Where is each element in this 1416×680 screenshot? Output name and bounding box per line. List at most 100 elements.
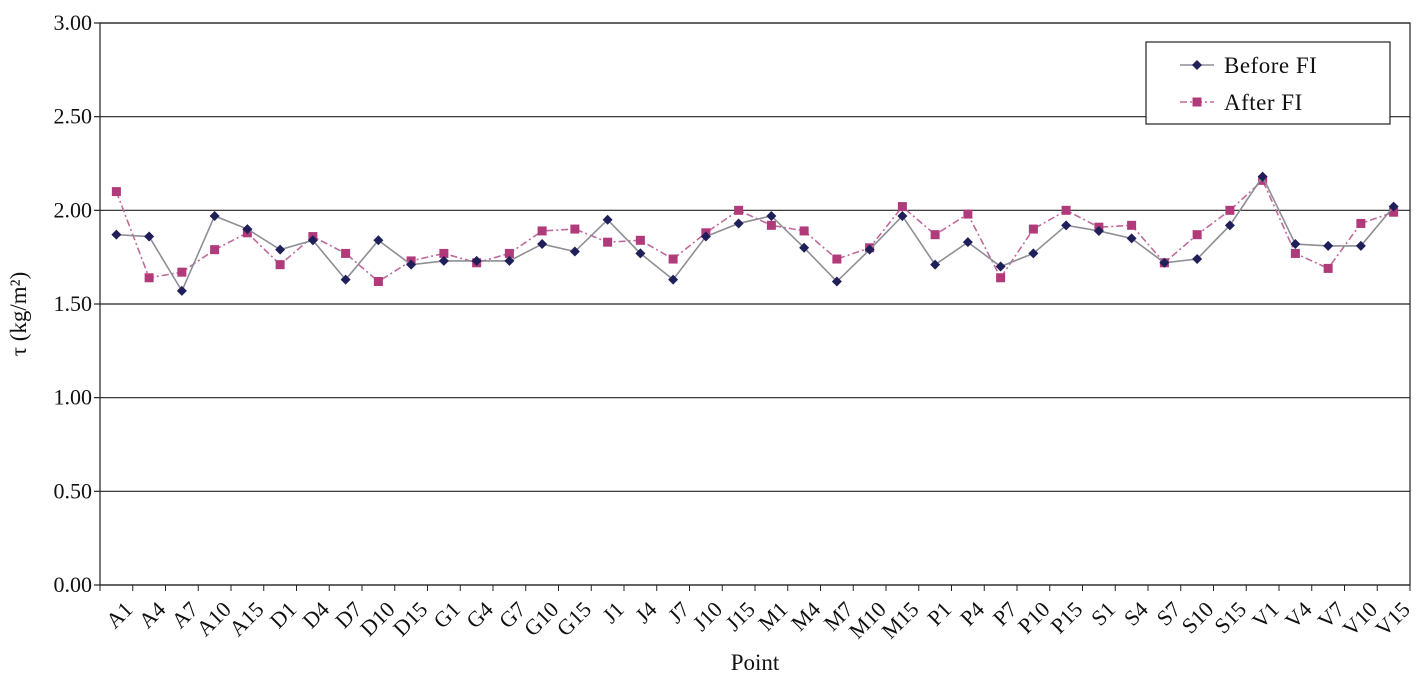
data-point-diamond: [635, 248, 646, 259]
data-point-diamond: [1126, 233, 1137, 244]
data-point-square: [210, 245, 220, 255]
data-point-square: [930, 230, 940, 240]
data-point-diamond: [1093, 225, 1104, 236]
x-tick-label: M15: [877, 597, 924, 644]
x-tick-label: V1: [1247, 597, 1284, 634]
y-axis-title: τ (kg/m²): [6, 272, 31, 357]
x-tick-label: A15: [224, 597, 268, 641]
data-point-diamond: [1257, 171, 1268, 182]
series-line: [116, 175, 1395, 293]
x-tick-label: G4: [461, 597, 498, 634]
data-point-diamond: [1192, 254, 1203, 265]
data-point-diamond: [471, 255, 482, 266]
data-point-diamond: [438, 255, 449, 266]
data-point-square: [734, 205, 744, 215]
data-point-diamond: [1355, 240, 1366, 251]
data-point-square: [570, 224, 580, 234]
data-point-diamond: [995, 261, 1006, 272]
data-point-diamond: [275, 244, 286, 255]
x-tick-label: D15: [388, 597, 432, 641]
data-point-square: [1127, 220, 1137, 230]
data-point-square: [144, 273, 154, 283]
y-tick-label: 0.50: [54, 478, 93, 503]
legend: Before FI After FI: [1145, 41, 1391, 125]
data-point-square: [1028, 224, 1038, 234]
data-point-square: [1061, 205, 1071, 215]
data-point-diamond: [209, 210, 220, 221]
data-point-diamond: [1290, 239, 1301, 250]
data-point-diamond: [111, 229, 122, 240]
data-point-square: [603, 237, 613, 247]
x-tick-label: V4: [1280, 597, 1317, 634]
data-point-diamond: [864, 244, 875, 255]
data-point-diamond: [1028, 248, 1039, 259]
data-point-diamond: [1159, 257, 1170, 268]
data-point-diamond: [176, 285, 187, 296]
data-point-square: [897, 202, 907, 212]
data-point-square: [832, 254, 842, 264]
x-tick-label: G1: [428, 597, 465, 634]
x-tick-label: J4: [630, 597, 662, 629]
legend-item-after: After FI: [1180, 90, 1303, 115]
x-tick-label: G15: [552, 597, 596, 641]
data-point-square: [799, 226, 809, 236]
x-tick-label: P1: [922, 597, 956, 631]
data-point-diamond: [144, 231, 155, 242]
data-point-square: [1225, 205, 1235, 215]
y-tick-label: 3.00: [54, 10, 93, 35]
data-point-square: [373, 277, 383, 287]
series-line: [115, 179, 1394, 283]
data-point-diamond: [897, 210, 908, 221]
data-point-square: [1290, 248, 1300, 258]
data-point-square: [635, 235, 645, 245]
data-point-diamond: [668, 274, 679, 285]
data-point-diamond: [504, 255, 515, 266]
data-point-diamond: [1224, 220, 1235, 231]
data-point-diamond: [700, 231, 711, 242]
data-point-diamond: [1061, 220, 1072, 231]
y-axis-ticks: 0.00 0.50 1.00 1.50 2.00 2.50 3.00: [54, 10, 100, 597]
data-point-diamond: [537, 239, 548, 250]
data-point-square: [177, 267, 187, 277]
data-point-square: [668, 254, 678, 264]
data-point-diamond: [602, 214, 613, 225]
data-point-square: [275, 260, 285, 270]
legend-marker-diamond: [1192, 60, 1202, 70]
data-point-square: [504, 248, 514, 258]
data-point-square: [996, 273, 1006, 283]
data-point-square: [111, 187, 121, 197]
data-point-square: [1389, 207, 1399, 217]
data-point-diamond: [1323, 240, 1334, 251]
x-tick-label: P4: [955, 597, 989, 631]
data-point-diamond: [242, 224, 253, 235]
legend-marker-square: [1192, 97, 1202, 107]
data-point-square: [1356, 218, 1366, 228]
legend-box: [1145, 41, 1391, 125]
y-tick-label: 2.00: [54, 197, 93, 222]
y-tick-label: 1.00: [54, 385, 93, 410]
series-after-fi: [111, 175, 1399, 287]
legend-item-before: Before FI: [1180, 53, 1317, 78]
x-tick-label: J7: [663, 597, 695, 629]
data-point-diamond: [373, 235, 384, 246]
x-tick-label: A1: [101, 597, 138, 634]
x-tick-label: S4: [1119, 597, 1153, 631]
data-point-diamond: [733, 218, 744, 229]
x-tick-label: P15: [1045, 597, 1087, 639]
series-layer: [111, 171, 1399, 296]
data-point-square: [439, 248, 449, 258]
x-tick-label: A4: [134, 597, 171, 634]
data-point-diamond: [406, 259, 417, 270]
data-point-square: [341, 248, 351, 258]
y-tick-label: 1.50: [54, 291, 93, 316]
legend-label-after: After FI: [1224, 90, 1303, 115]
data-point-diamond: [766, 210, 777, 221]
x-tick-label: V15: [1370, 597, 1414, 641]
data-point-square: [766, 220, 776, 230]
data-point-square: [1323, 263, 1333, 273]
x-tick-label: J1: [597, 597, 629, 629]
x-tick-label: D1: [265, 597, 302, 634]
y-tick-label: 2.50: [54, 104, 93, 129]
